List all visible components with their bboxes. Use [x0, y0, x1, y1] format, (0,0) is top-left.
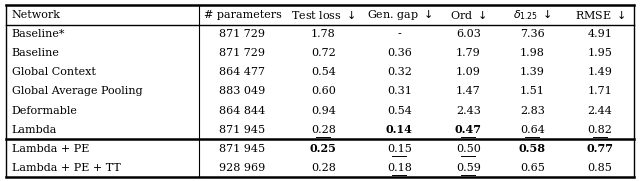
Text: 0.65: 0.65 [520, 163, 545, 173]
Text: Lambda: Lambda [12, 125, 57, 135]
Text: 2.43: 2.43 [456, 106, 481, 115]
Text: 1.09: 1.09 [456, 67, 481, 77]
Text: 1.47: 1.47 [456, 86, 481, 96]
Text: 0.85: 0.85 [588, 163, 612, 173]
Text: 883 049: 883 049 [220, 86, 266, 96]
Text: Network: Network [12, 10, 61, 20]
Text: 0.72: 0.72 [311, 48, 336, 58]
Text: 0.36: 0.36 [387, 48, 412, 58]
Text: 928 969: 928 969 [220, 163, 266, 173]
Text: 864 477: 864 477 [220, 67, 266, 77]
Text: Global Average Pooling: Global Average Pooling [12, 86, 142, 96]
Text: 4.91: 4.91 [588, 29, 612, 39]
Text: 0.58: 0.58 [519, 143, 546, 154]
Text: 0.14: 0.14 [386, 124, 413, 135]
Text: Gen. gap $\downarrow$: Gen. gap $\downarrow$ [367, 7, 432, 22]
Text: 0.31: 0.31 [387, 86, 412, 96]
Text: Lambda + PE: Lambda + PE [12, 144, 89, 154]
Text: -: - [397, 29, 401, 39]
Text: 0.28: 0.28 [311, 125, 336, 135]
Text: 0.54: 0.54 [311, 67, 336, 77]
Text: 871 729: 871 729 [220, 48, 266, 58]
Text: 1.98: 1.98 [520, 48, 545, 58]
Text: 1.49: 1.49 [588, 67, 612, 77]
Text: 0.32: 0.32 [387, 67, 412, 77]
Text: 7.36: 7.36 [520, 29, 545, 39]
Text: $\delta_{1.25}$ $\downarrow$: $\delta_{1.25}$ $\downarrow$ [513, 8, 552, 22]
Text: Baseline: Baseline [12, 48, 60, 58]
Text: RMSE $\downarrow$: RMSE $\downarrow$ [575, 9, 625, 21]
Text: 1.78: 1.78 [311, 29, 336, 39]
Text: 0.15: 0.15 [387, 144, 412, 154]
Text: 871 729: 871 729 [220, 29, 266, 39]
Text: 864 844: 864 844 [220, 106, 266, 115]
Text: 2.44: 2.44 [588, 106, 612, 115]
Text: 6.03: 6.03 [456, 29, 481, 39]
Text: 1.79: 1.79 [456, 48, 481, 58]
Text: Lambda + PE + TT: Lambda + PE + TT [12, 163, 120, 173]
Text: 0.59: 0.59 [456, 163, 481, 173]
Text: 0.60: 0.60 [311, 86, 336, 96]
Text: 1.71: 1.71 [588, 86, 612, 96]
Text: 0.47: 0.47 [455, 124, 482, 135]
Text: Ord $\downarrow$: Ord $\downarrow$ [450, 9, 486, 21]
Text: Baseline*: Baseline* [12, 29, 65, 39]
Text: Test loss $\downarrow$: Test loss $\downarrow$ [291, 9, 355, 21]
Text: 0.94: 0.94 [311, 106, 336, 115]
Text: 1.39: 1.39 [520, 67, 545, 77]
Text: 1.51: 1.51 [520, 86, 545, 96]
Text: 871 945: 871 945 [220, 125, 266, 135]
Text: 0.28: 0.28 [311, 163, 336, 173]
Text: Global Context: Global Context [12, 67, 95, 77]
Text: 0.25: 0.25 [310, 143, 337, 154]
Text: 1.95: 1.95 [588, 48, 612, 58]
Text: 0.82: 0.82 [588, 125, 612, 135]
Text: 2.83: 2.83 [520, 106, 545, 115]
Text: 871 945: 871 945 [220, 144, 266, 154]
Text: # parameters: # parameters [204, 10, 282, 20]
Text: Deformable: Deformable [12, 106, 77, 115]
Text: 0.64: 0.64 [520, 125, 545, 135]
Text: 0.54: 0.54 [387, 106, 412, 115]
Text: 0.18: 0.18 [387, 163, 412, 173]
Text: 0.77: 0.77 [586, 143, 613, 154]
Text: 0.50: 0.50 [456, 144, 481, 154]
